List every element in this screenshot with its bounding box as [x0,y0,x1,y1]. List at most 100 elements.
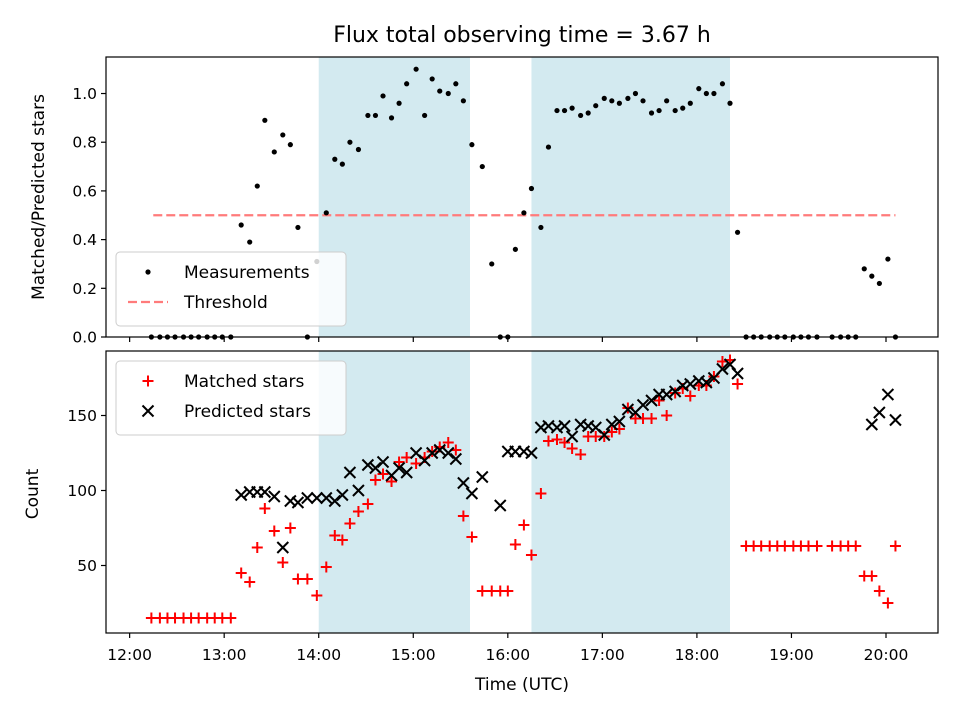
data-point [566,443,578,454]
data-point [362,498,374,510]
data-point [703,90,709,97]
legend-marker-swatch [145,269,151,275]
data-point [271,149,277,155]
top-y-tick-label: 0.8 [72,134,97,152]
data-point [404,81,410,87]
data-point [336,488,349,502]
data-point [457,510,469,522]
data-point [669,387,681,399]
data-point [885,256,891,262]
data-point [489,261,495,267]
data-point [869,273,875,279]
data-point [680,105,686,111]
x-tick-label: 18:00 [675,646,720,664]
data-point [494,499,507,512]
x-tick-label: 12:00 [107,646,152,664]
data-point [332,156,338,162]
data-point [225,612,237,624]
top-legend: Measurements Threshold [115,251,347,327]
data-point [578,112,584,119]
data-point [287,142,293,148]
data-point [882,597,894,609]
data-point [339,161,345,167]
data-point [660,388,673,401]
data-point [235,567,247,579]
data-point [542,435,554,447]
data-point [696,86,702,92]
data-point [575,449,587,460]
data-point [291,496,305,509]
data-point [640,98,646,104]
data-point [866,570,878,582]
data-point [476,585,488,597]
data-point [396,100,402,106]
data-point [244,576,256,588]
bottom-legend-box [115,360,347,436]
data-point [598,431,610,442]
data-point [605,418,619,431]
top-legend-box [115,251,347,327]
bottom-y-tick-label: 150 [67,407,97,425]
data-point [268,525,280,537]
legend-label: Predicted stars [184,402,311,422]
x-axis-label: Time (UTC) [474,675,569,695]
data-point [323,210,329,216]
data-point [400,466,413,479]
data-point [429,76,435,82]
data-point [873,406,886,419]
data-point [535,488,547,499]
data-point [352,506,364,517]
data-point [442,446,455,460]
chart-title: Flux total observing time = 3.67 h [333,23,711,48]
data-point [276,541,290,554]
x-tick-label: 17:00 [580,646,625,664]
data-point [598,428,611,442]
data-point [889,413,902,427]
data-point [734,229,741,235]
data-point [664,98,670,104]
data-point [585,110,591,116]
data-point [254,183,260,189]
x-tick-label: 15:00 [391,646,436,664]
bottom-shaded-interval-1 [531,351,730,633]
data-point [347,139,353,145]
data-point [538,224,544,231]
data-point [445,90,451,97]
top-shaded-interval-1 [531,57,730,337]
data-point [561,107,568,114]
data-point [646,413,658,424]
bottom-y-axis-label: Count [23,468,43,519]
top-series-measurements [148,66,899,340]
data-point [684,390,696,402]
data-point [369,461,382,475]
data-point [554,107,560,114]
x-tick-label: 16:00 [485,646,530,664]
legend-label: Matched stars [184,372,304,392]
data-point [661,410,673,421]
legend-marker-swatch [142,375,154,387]
data-point [280,132,286,138]
data-point [687,100,693,106]
top-panel: 0.0 0.2 0.4 0.6 0.8 1.0 Measurements Threshold [72,56,939,347]
top-y-tick-label: 0.6 [72,182,97,200]
data-point [609,98,615,104]
data-point [268,490,281,503]
data-point [873,585,885,597]
x-tick-label: 13:00 [202,646,247,664]
data-point [876,280,882,287]
data-point [545,144,552,150]
data-point [433,443,446,457]
data-point [525,549,537,561]
x-tick-label: 14:00 [296,646,341,664]
bottom-y-tick-label: 50 [77,557,97,575]
data-point [621,403,635,416]
bottom-legend: Matched stars Predicted stars [115,360,347,436]
data-point [426,446,438,457]
data-point [569,105,575,111]
data-point [648,110,655,116]
data-point [601,95,607,101]
data-point [565,430,579,443]
data-point [328,494,342,508]
data-point [392,461,406,475]
